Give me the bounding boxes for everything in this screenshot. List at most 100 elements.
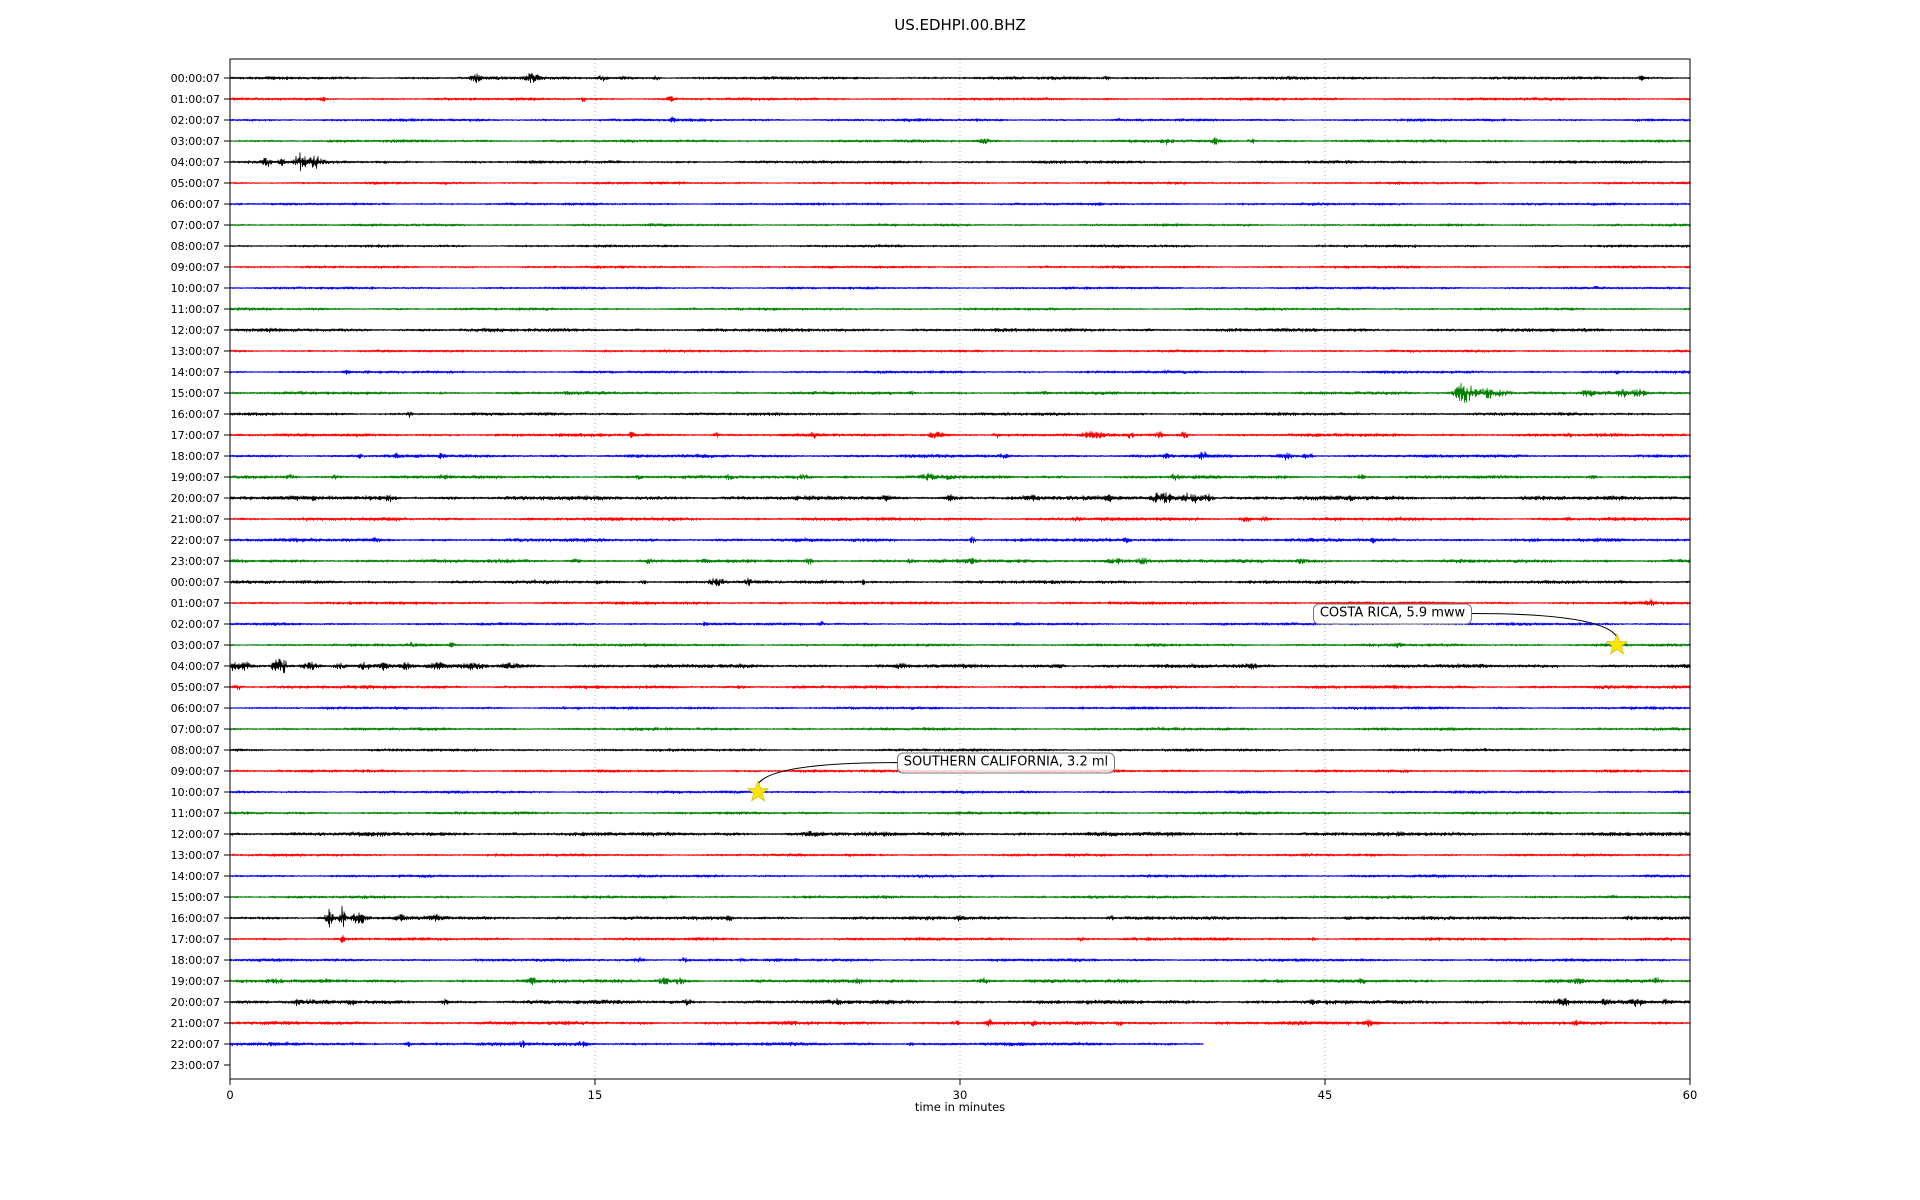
x-tick-label: 15 <box>588 1088 603 1102</box>
row-time-label: 03:00:07 <box>171 639 220 652</box>
row-time-label: 08:00:07 <box>171 744 220 757</box>
row-time-label: 14:00:07 <box>171 366 220 379</box>
row-time-label: 09:00:07 <box>171 765 220 778</box>
seismogram-trace <box>229 726 1691 732</box>
seismogram-trace <box>229 430 1691 439</box>
seismogram-trace <box>229 349 1691 354</box>
row-time-label: 06:00:07 <box>171 702 220 715</box>
seismogram-trace <box>229 557 1691 565</box>
seismogram-trace <box>229 894 1691 900</box>
row-time-label: 04:00:07 <box>171 156 220 169</box>
seismogram-trace <box>229 327 1691 333</box>
seismogram-trace <box>229 95 1691 103</box>
seismogram-trace <box>229 137 1691 146</box>
row-time-label: 05:00:07 <box>171 177 220 190</box>
x-tick-label: 60 <box>1683 1088 1698 1102</box>
seismogram-trace <box>229 536 1691 544</box>
seismogram-trace <box>229 472 1691 481</box>
seismogram-trace <box>229 492 1691 504</box>
row-time-label: 20:00:07 <box>171 996 220 1009</box>
seismogram-trace <box>229 152 1691 172</box>
row-time-label: 16:00:07 <box>171 408 220 421</box>
row-time-label: 06:00:07 <box>171 198 220 211</box>
seismogram-trace <box>229 1018 1691 1028</box>
row-time-label: 10:00:07 <box>171 786 220 799</box>
row-time-label: 16:00:07 <box>171 912 220 925</box>
seismogram-trace <box>229 1040 1204 1049</box>
x-tick-label: 30 <box>953 1088 968 1102</box>
seismogram-trace <box>229 873 1691 879</box>
row-time-label: 12:00:07 <box>171 324 220 337</box>
row-time-label: 07:00:07 <box>171 219 220 232</box>
seismogram-trace <box>229 516 1691 523</box>
annotation-arrow <box>1471 612 1618 638</box>
x-tick-label: 45 <box>1318 1088 1333 1102</box>
row-time-label: 01:00:07 <box>171 93 220 106</box>
x-tick-label: 0 <box>226 1088 233 1102</box>
row-time-label: 15:00:07 <box>171 387 220 400</box>
seismogram-trace <box>229 852 1691 858</box>
row-time-label: 23:00:07 <box>171 555 220 568</box>
seismogram-trace <box>229 285 1691 291</box>
seismogram-trace <box>229 747 1691 752</box>
seismogram-trace <box>229 810 1691 816</box>
row-time-label: 09:00:07 <box>171 261 220 274</box>
seismogram-trace <box>229 830 1691 837</box>
row-time-label: 21:00:07 <box>171 513 220 526</box>
row-time-label: 19:00:07 <box>171 975 220 988</box>
annotation-costa-rica: COSTA RICA, 5.9 mww <box>1312 603 1473 624</box>
row-time-label: 08:00:07 <box>171 240 220 253</box>
seismogram-trace <box>229 621 1691 627</box>
seismogram-trace <box>229 658 1691 674</box>
row-time-label: 13:00:07 <box>171 345 220 358</box>
seismogram-trace <box>229 684 1691 691</box>
seismogram-trace <box>229 976 1691 986</box>
x-axis-label: time in minutes <box>914 1100 1006 1114</box>
row-time-label: 00:00:07 <box>171 576 220 589</box>
row-time-label: 18:00:07 <box>171 450 220 463</box>
row-time-label: 10:00:07 <box>171 282 220 295</box>
seismogram-trace <box>229 369 1691 375</box>
row-time-label: 21:00:07 <box>171 1017 220 1030</box>
seismogram-trace <box>229 243 1691 249</box>
row-time-label: 22:00:07 <box>171 1038 220 1051</box>
row-time-label: 11:00:07 <box>171 303 220 316</box>
row-time-label: 20:00:07 <box>171 492 220 505</box>
row-time-label: 23:00:07 <box>171 1059 220 1072</box>
seismogram-trace <box>229 598 1691 607</box>
row-time-label: 22:00:07 <box>171 534 220 547</box>
seismogram-trace <box>229 935 1691 943</box>
event-star-icon <box>746 780 770 802</box>
annotation-southern-california: SOUTHERN CALIFORNIA, 3.2 ml <box>896 752 1116 774</box>
seismogram-trace <box>229 998 1691 1008</box>
seismogram-trace <box>229 411 1691 418</box>
row-time-label: 02:00:07 <box>171 618 220 631</box>
seismogram-trace <box>229 264 1691 270</box>
seismogram-trace <box>229 72 1691 84</box>
row-time-label: 12:00:07 <box>171 828 220 841</box>
row-time-label: 18:00:07 <box>171 954 220 967</box>
seismogram-trace <box>229 905 1691 928</box>
seismogram-trace <box>229 382 1691 403</box>
seismogram-trace <box>229 202 1691 207</box>
row-time-label: 04:00:07 <box>171 660 220 673</box>
seismogram-trace <box>229 306 1691 312</box>
row-time-label: 00:00:07 <box>171 72 220 85</box>
row-time-label: 17:00:07 <box>171 429 220 442</box>
row-time-label: 17:00:07 <box>171 933 220 946</box>
seismogram-trace <box>229 451 1691 461</box>
seismogram-trace <box>229 956 1691 963</box>
row-time-label: 01:00:07 <box>171 597 220 610</box>
row-time-label: 02:00:07 <box>171 114 220 127</box>
seismogram-trace <box>229 705 1691 711</box>
seismogram-trace <box>229 789 1691 795</box>
event-star-icon <box>1605 633 1629 655</box>
row-time-label: 07:00:07 <box>171 723 220 736</box>
plot-title: US.EDHPI.00.BHZ <box>894 16 1026 34</box>
row-time-label: 13:00:07 <box>171 849 220 862</box>
row-time-label: 19:00:07 <box>171 471 220 484</box>
row-time-label: 15:00:07 <box>171 891 220 904</box>
row-time-label: 14:00:07 <box>171 870 220 883</box>
